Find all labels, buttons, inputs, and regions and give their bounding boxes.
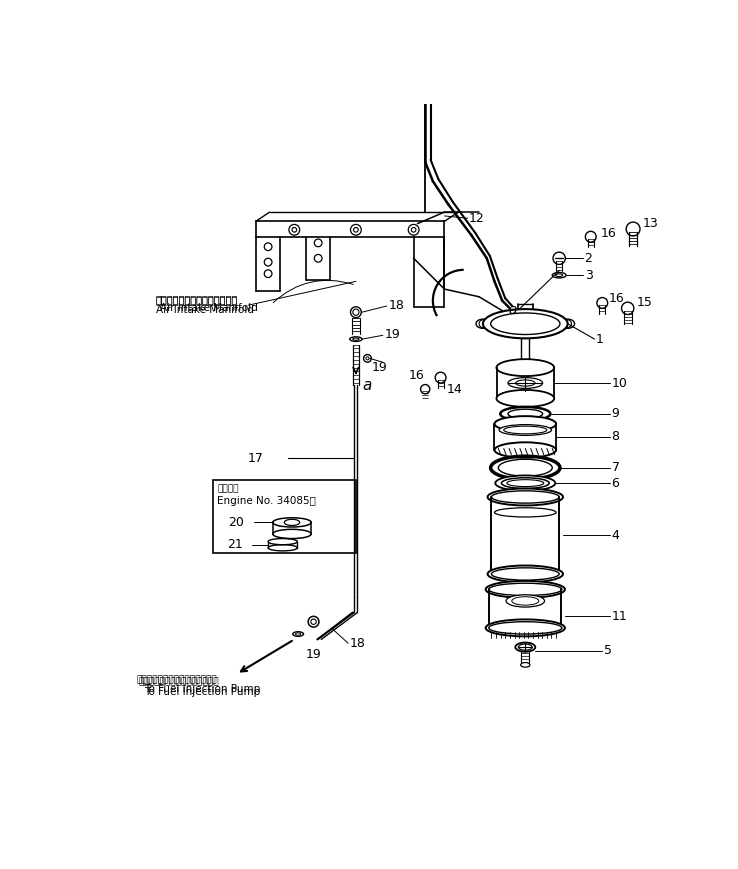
Ellipse shape: [517, 314, 534, 322]
Text: 14: 14: [446, 382, 463, 395]
Ellipse shape: [489, 583, 562, 595]
Text: 19: 19: [306, 648, 322, 661]
Text: 18: 18: [350, 637, 365, 650]
Text: 2: 2: [584, 252, 593, 265]
Ellipse shape: [488, 488, 563, 506]
Ellipse shape: [507, 480, 544, 487]
Ellipse shape: [491, 313, 560, 335]
Text: 12: 12: [469, 212, 485, 225]
Text: 16: 16: [601, 227, 616, 240]
Ellipse shape: [499, 425, 551, 435]
Ellipse shape: [492, 491, 559, 503]
Ellipse shape: [508, 409, 542, 419]
Text: 21: 21: [227, 538, 243, 551]
Ellipse shape: [516, 380, 535, 386]
Ellipse shape: [501, 478, 549, 488]
Ellipse shape: [494, 442, 556, 458]
Text: 3: 3: [584, 269, 593, 282]
Text: 13: 13: [642, 217, 658, 230]
Text: Engine No. 34085～: Engine No. 34085～: [217, 496, 316, 506]
Ellipse shape: [504, 426, 547, 434]
Ellipse shape: [486, 580, 565, 598]
Ellipse shape: [284, 520, 300, 526]
Text: 11: 11: [612, 610, 627, 623]
Text: 8: 8: [612, 430, 619, 443]
Text: To Fuel Injection Pump: To Fuel Injection Pump: [144, 687, 261, 697]
Text: 16: 16: [408, 368, 424, 381]
Text: 20: 20: [228, 516, 244, 529]
Ellipse shape: [497, 390, 554, 407]
Text: 5: 5: [604, 645, 612, 658]
Ellipse shape: [500, 407, 551, 421]
Text: フェルインジェクションポンプへ: フェルインジェクションポンプへ: [137, 676, 217, 685]
Ellipse shape: [489, 621, 562, 634]
Text: Air Intake Manifold: Air Intake Manifold: [159, 303, 258, 314]
Ellipse shape: [515, 642, 535, 652]
Text: 18: 18: [388, 299, 404, 312]
Text: 9: 9: [612, 408, 619, 421]
Text: 19: 19: [371, 362, 387, 375]
Text: エアーインテークマニホールド: エアーインテークマニホールド: [156, 294, 238, 304]
Text: 16: 16: [608, 292, 624, 305]
Text: 適用号機: 適用号機: [217, 485, 239, 494]
Ellipse shape: [512, 597, 539, 605]
Ellipse shape: [506, 594, 545, 607]
Text: エアーインテークマニホールド: エアーインテークマニホールド: [156, 295, 238, 306]
Text: 4: 4: [612, 529, 619, 542]
Ellipse shape: [492, 567, 559, 580]
Ellipse shape: [497, 359, 554, 376]
Ellipse shape: [495, 475, 555, 491]
Ellipse shape: [521, 662, 530, 667]
Bar: [213, 480, 356, 554]
Ellipse shape: [518, 644, 532, 650]
Ellipse shape: [561, 319, 575, 328]
Ellipse shape: [476, 319, 490, 328]
Text: 10: 10: [612, 376, 627, 389]
Text: To Fuel Injection Pump: To Fuel Injection Pump: [144, 685, 261, 694]
Text: 1: 1: [596, 333, 604, 346]
Text: 7: 7: [612, 461, 619, 474]
Text: a: a: [508, 303, 517, 317]
Text: 6: 6: [612, 476, 619, 489]
Ellipse shape: [483, 309, 568, 338]
Ellipse shape: [486, 620, 565, 636]
Text: フェルインジェクションポンプへ: フェルインジェクションポンプへ: [139, 677, 219, 687]
Text: a: a: [362, 378, 371, 393]
Ellipse shape: [494, 416, 556, 432]
Text: Air Intake Manifold: Air Intake Manifold: [156, 305, 254, 315]
Ellipse shape: [488, 566, 563, 582]
Text: 15: 15: [637, 296, 653, 309]
Text: 19: 19: [384, 328, 400, 341]
Text: 17: 17: [248, 452, 263, 465]
Ellipse shape: [508, 378, 542, 388]
